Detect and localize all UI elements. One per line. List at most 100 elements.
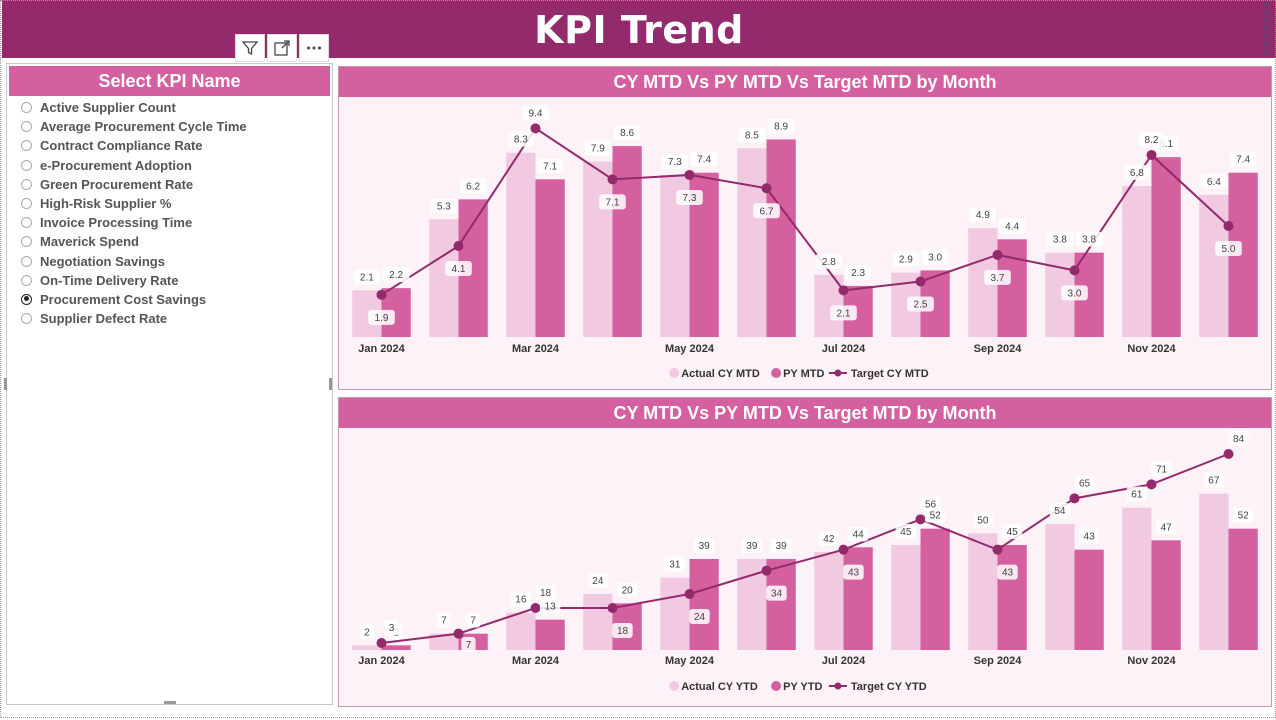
target-point [761,565,772,576]
target-point [992,249,1003,260]
slicer-item[interactable]: Active Supplier Count [21,98,247,117]
mtd-chart: 2.1 2.2 1.9 5.3 6.2 4.1 8.3 7.1 9.4 7.9 8.6 7.1 7.3 7… [352,105,1258,380]
radio-button[interactable] [21,140,32,152]
bar-py [766,559,796,650]
slicer-item-label: Active Supplier Count [40,100,176,116]
data-label-bg [661,153,689,169]
legend-label: Target CY MTD [851,368,929,380]
more-options-icon[interactable] [299,34,329,62]
target-point [376,289,387,300]
target-point [607,174,618,185]
data-label: 39 [776,541,788,552]
slicer-item[interactable]: e-Procurement Adoption [21,156,247,175]
data-label-bg [766,585,787,601]
slicer-item[interactable]: Supplier Defect Rate [21,309,247,328]
slicer-item-label: Maverick Spend [40,234,139,250]
slicer-item[interactable]: Green Procurement Rate [21,175,247,194]
data-label-bg [830,305,857,321]
slicer-item[interactable]: Invoice Processing Time [21,213,247,232]
x-tick-label: Jan 2024 [358,655,405,667]
slicer-item-label: On-Time Delivery Rate [40,272,179,288]
data-label-bg [815,253,843,269]
data-label: 16 [515,595,527,606]
slicer-item[interactable]: Maverick Spend [21,232,247,251]
target-point [838,285,849,296]
data-label: 3.8 [1082,235,1096,246]
data-label: 45 [1007,527,1019,538]
bar-py [843,547,873,650]
x-tick-label: Jul 2024 [822,343,866,355]
x-tick-label: Nov 2024 [1127,343,1176,355]
legend-marker [834,682,842,690]
target-point [1069,265,1080,276]
data-label: 20 [622,585,634,596]
data-label: 42 [823,534,835,545]
bar-actual [1199,493,1229,650]
x-tick-label: Nov 2024 [1127,655,1176,667]
data-label-bg [843,564,864,580]
data-label-bg [507,131,535,147]
focus-mode-icon[interactable] [267,34,297,62]
data-label-bg [535,585,556,600]
slicer-item[interactable]: Contract Compliance Rate [21,136,247,155]
target-point [915,276,926,287]
bar-actual [1122,507,1152,650]
ytd-chart-panel: CY MTD Vs PY MTD Vs Target MTD by Month … [338,397,1272,707]
data-label-bg [1123,165,1151,181]
data-label-bg [689,609,710,624]
resize-handle-bottom[interactable] [164,701,176,704]
radio-button[interactable] [21,236,32,248]
radio-button[interactable] [21,178,32,190]
data-label: 3.7 [991,273,1005,284]
data-label-bg [616,582,638,598]
page-title: KPI Trend [534,8,744,52]
slicer-item[interactable]: Procurement Cost Savings [21,290,247,309]
bar-actual [429,633,459,650]
radio-button[interactable] [21,198,32,210]
legend-label: Target CY YTD [851,681,927,693]
data-label-bg [997,564,1018,580]
data-label: 8.6 [620,128,634,139]
radio-button[interactable] [21,313,32,325]
slicer-item[interactable]: Average Procurement Cycle Time [21,117,247,136]
data-label: 43 [848,568,860,579]
data-label: 52 [1238,511,1250,522]
radio-selected[interactable] [21,293,32,305]
data-label: 2 [364,627,370,638]
resize-handle-right[interactable] [329,378,332,390]
slicer-item[interactable]: On-Time Delivery Rate [21,271,247,290]
slicer-item[interactable]: High-Risk Supplier % [21,194,247,213]
data-label-bg [1215,241,1242,256]
slicer-item[interactable]: Negotiation Savings [21,252,247,271]
radio-button[interactable] [21,217,32,229]
data-label: 54 [1054,506,1066,517]
data-label: 2.3 [851,268,865,279]
bar-actual [1045,524,1075,650]
data-label: 7 [470,616,476,627]
radio-button[interactable] [21,274,32,286]
data-label-bg [466,612,481,628]
filter-icon[interactable] [235,34,265,62]
data-label: 3.0 [1068,288,1082,299]
data-label-bg [522,105,549,121]
resize-handle-left[interactable] [4,378,7,390]
x-tick-label: Mar 2024 [512,343,560,355]
radio-button[interactable] [21,121,32,133]
data-label-bg [1075,231,1103,247]
bar-actual [506,152,536,337]
data-label-bg [612,623,633,638]
data-label-bg [907,296,934,312]
target-point [915,514,926,525]
target-point [1146,479,1157,490]
data-label: 18 [617,626,629,637]
radio-button[interactable] [21,255,32,267]
data-label-bg [584,140,612,156]
bar-actual [891,545,921,650]
data-label-bg [459,178,487,194]
radio-button[interactable] [21,102,32,114]
bar-actual [737,148,767,337]
data-label: 65 [1079,478,1091,489]
data-label-bg [1049,503,1071,518]
radio-button[interactable] [21,159,32,171]
bar-py [612,146,642,337]
